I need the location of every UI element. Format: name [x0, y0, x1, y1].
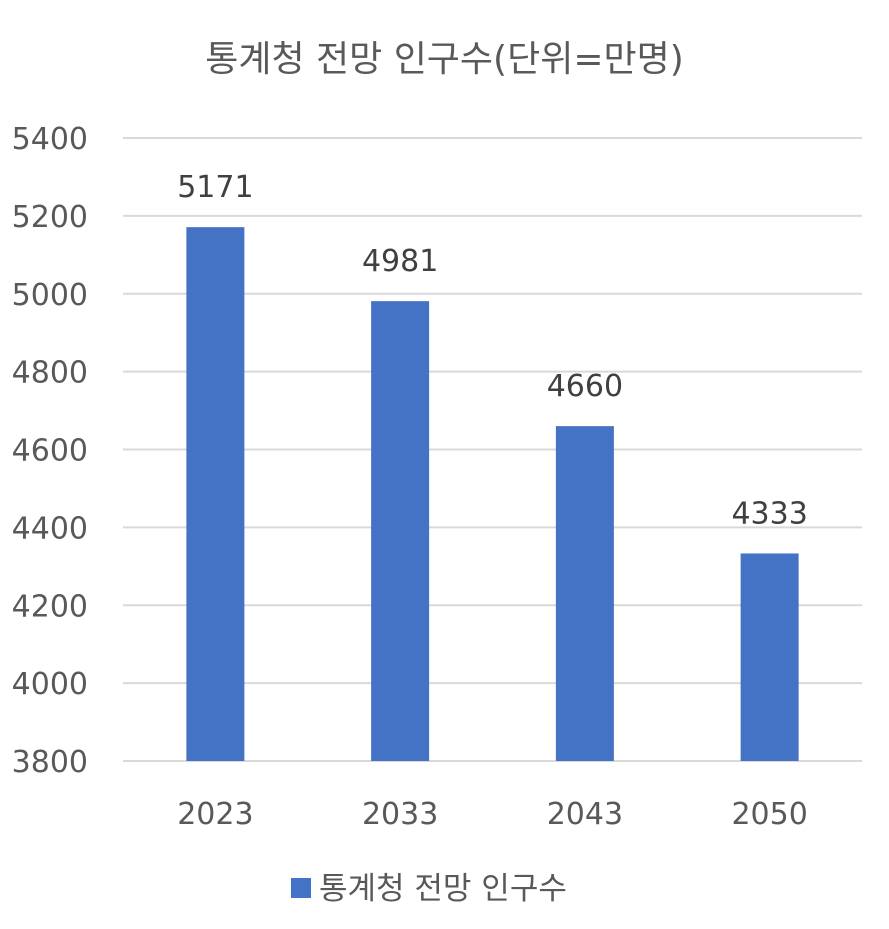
x-tick-label: 2023 — [177, 797, 253, 832]
y-tick-label: 4200 — [12, 589, 88, 624]
data-label: 4333 — [731, 496, 807, 531]
bar — [555, 426, 614, 761]
y-tick-label: 4800 — [12, 356, 88, 391]
legend-swatch — [291, 878, 311, 898]
x-tick-label: 2033 — [362, 797, 438, 832]
y-tick-label: 4400 — [12, 511, 88, 546]
data-label: 4981 — [362, 244, 438, 279]
bar — [371, 301, 430, 761]
y-tick-label: 5400 — [12, 122, 88, 157]
legend: 통계청 전망 인구수 — [291, 871, 567, 907]
bars — [186, 227, 799, 761]
chart-title: 통계청 전망 인구수(단위=만명) — [205, 39, 684, 80]
x-tick-label: 2043 — [547, 797, 623, 832]
y-axis-ticks: 3800 4000 4200 4400 4600 4800 5000 5200 5400 — [12, 122, 88, 780]
bar — [186, 227, 245, 761]
legend-label: 통계청 전망 인구수 — [319, 871, 567, 907]
y-tick-label: 5200 — [12, 200, 88, 235]
y-tick-label: 4600 — [12, 434, 88, 469]
y-tick-label: 3800 — [12, 745, 88, 780]
data-label: 5171 — [177, 170, 253, 205]
x-tick-label: 2050 — [731, 797, 807, 832]
y-tick-label: 4000 — [12, 667, 88, 702]
data-label: 4660 — [547, 369, 623, 404]
x-axis-ticks: 2023 2033 2043 2050 — [177, 797, 808, 832]
bar — [740, 553, 799, 761]
gridlines — [123, 137, 862, 762]
data-labels: 5171 4981 4660 4333 — [177, 170, 808, 531]
y-tick-label: 5000 — [12, 278, 88, 313]
